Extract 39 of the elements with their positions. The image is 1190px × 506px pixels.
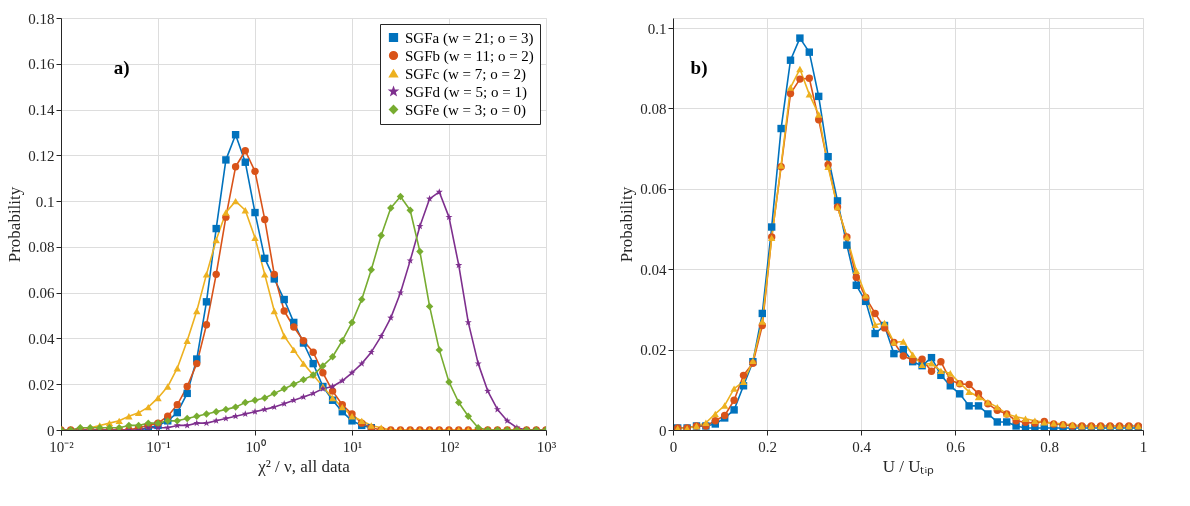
x-tick-label: 10²: [439, 438, 460, 455]
legend-label: SGFa (w = 21; o = 3): [405, 29, 534, 47]
y-tick-label: 0.04: [28, 330, 55, 347]
y-tick-label: 0.06: [28, 285, 55, 302]
y-tick-label: 0.02: [640, 342, 667, 359]
x-tick-label: 10¹: [342, 438, 363, 455]
y-tick-label: 0.1: [35, 193, 55, 210]
x-tick-label: 10³: [536, 438, 557, 455]
y-tick-label: 0.1: [647, 20, 667, 37]
y-tick-label: 0.12: [28, 147, 55, 164]
y-axis-title: Probability: [5, 186, 25, 263]
x-tick-label: 10⁻²: [49, 438, 75, 455]
x-tick-label: 1: [1139, 438, 1148, 455]
annotation: b): [690, 57, 708, 79]
y-tick-label: 0.08: [640, 100, 667, 117]
x-tick-label: 0: [669, 438, 678, 455]
x-tick-label: 0.6: [946, 438, 966, 455]
legend-label: SGFe (w = 3; o = 0): [405, 101, 527, 119]
y-axis-title: Probability: [617, 186, 637, 263]
legend-label: SGFd (w = 5; o = 1): [405, 83, 527, 101]
x-tick-label: 0.8: [1040, 438, 1059, 455]
y-tick-label: 0: [659, 422, 667, 439]
y-tick-label: 0.14: [28, 102, 55, 119]
y-tick-label: 0.06: [640, 181, 667, 198]
legend-label: SGFb (w = 11; o = 2): [405, 47, 534, 65]
x-tick-label: 10⁻¹: [146, 438, 171, 455]
y-tick-label: 0.16: [28, 56, 55, 73]
x-axis-title: U / Uₜᵢₚ: [882, 456, 935, 477]
x-tick-label: 10⁰: [245, 438, 266, 455]
x-axis-title: χ² / ν, all data: [257, 456, 351, 476]
x-tick-label: 0.2: [758, 438, 777, 455]
y-tick-label: 0: [47, 422, 55, 439]
y-tick-label: 0.08: [28, 239, 55, 256]
annotation: a): [113, 57, 130, 79]
y-tick-label: 0.02: [28, 376, 55, 393]
y-tick-label: 0.18: [28, 10, 55, 27]
x-tick-label: 0.4: [852, 438, 872, 455]
legend-label: SGFc (w = 7; o = 2): [405, 65, 527, 83]
y-tick-label: 0.04: [640, 261, 667, 278]
